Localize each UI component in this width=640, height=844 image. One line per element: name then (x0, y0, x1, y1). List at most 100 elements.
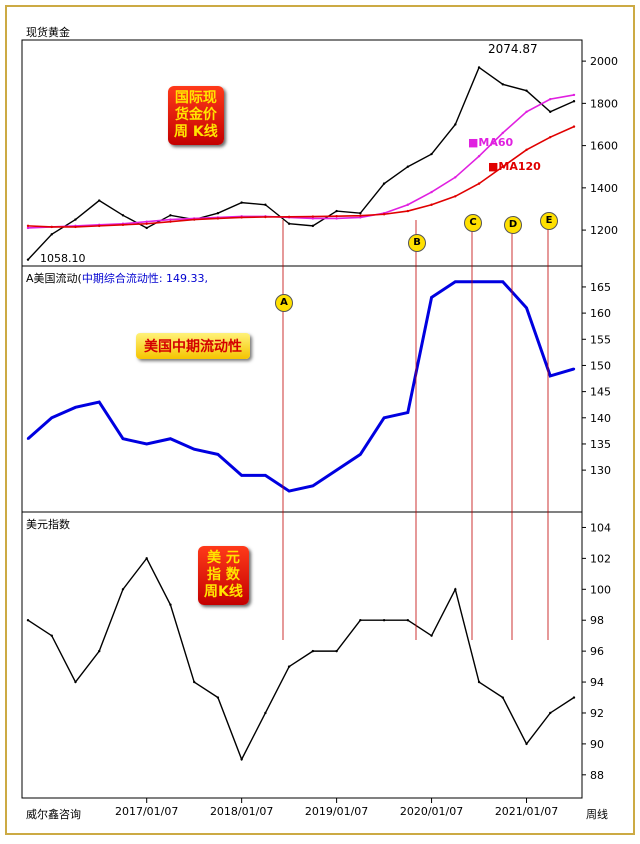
data-point (121, 223, 125, 227)
data-point (311, 215, 315, 218)
panel-frame (21, 511, 583, 799)
data-point (264, 215, 267, 219)
data-point (406, 619, 410, 622)
panel-frame (21, 39, 583, 267)
y-tick-label: 96 (590, 645, 604, 658)
marker-a: A (275, 294, 293, 312)
data-point (216, 217, 220, 220)
data-point (430, 203, 433, 206)
data-point (549, 97, 552, 101)
dxy-callout: 美 元 指 数 周K线 (198, 546, 249, 605)
gold-callout-line: 周 K线 (174, 124, 218, 140)
data-point (406, 209, 410, 213)
series-line (27, 557, 575, 762)
data-point (572, 367, 576, 371)
data-point (98, 400, 101, 404)
data-point (335, 468, 338, 472)
liquidity-callout: 美国中期流动性 (136, 333, 250, 359)
data-point (335, 649, 338, 653)
data-point (74, 225, 77, 229)
data-point (264, 203, 267, 206)
data-point (454, 176, 457, 179)
y-tick-label: 94 (590, 676, 604, 689)
y-tick-label: 104 (590, 521, 611, 534)
data-point (359, 214, 362, 217)
data-point (477, 66, 481, 69)
x-tick-label: 2020/01/07 (400, 805, 463, 818)
dxy-callout-line: 周K线 (204, 584, 243, 600)
data-point (359, 216, 362, 219)
y-tick-label: 2000 (590, 55, 618, 68)
data-point (169, 220, 172, 223)
data-point (145, 442, 148, 446)
data-point (549, 110, 552, 114)
data-point (26, 437, 30, 440)
data-point (26, 226, 30, 230)
data-point (454, 195, 457, 198)
data-point (454, 123, 457, 126)
data-point (382, 416, 386, 419)
series-line (27, 94, 575, 229)
ma60-label: ■MA60 (468, 136, 514, 149)
data-point (240, 758, 243, 761)
data-point (287, 222, 291, 225)
y-tick-label: 155 (590, 333, 611, 346)
data-point (525, 306, 528, 310)
data-point (454, 588, 457, 591)
data-point (382, 213, 386, 216)
data-point (145, 222, 148, 225)
data-point (264, 711, 267, 715)
data-point (525, 742, 528, 746)
data-point (525, 110, 528, 114)
gold-callout: 国际现 货金价 周 K线 (168, 86, 224, 145)
y-tick-label: 1600 (590, 140, 618, 153)
data-point (169, 214, 172, 217)
peak-label: 2074.87 (488, 42, 538, 56)
data-point (501, 280, 504, 283)
data-point (169, 218, 172, 221)
marker-e: E (540, 212, 558, 230)
liquidity-title-prefix: A美国流动( (26, 272, 82, 285)
y-tick-label: 165 (590, 281, 611, 294)
data-point (335, 214, 338, 218)
dxy-panel-title: 美元指数 (26, 518, 70, 531)
data-point (240, 201, 243, 204)
series-line (27, 66, 575, 261)
data-point (572, 100, 576, 103)
data-point (572, 696, 576, 699)
data-point (311, 224, 315, 228)
ma120-text: MA120 (498, 160, 541, 173)
data-point (50, 634, 53, 637)
data-point (145, 557, 148, 560)
y-tick-label: 100 (590, 583, 611, 596)
marker-d: D (504, 216, 522, 234)
data-point (26, 619, 30, 622)
series-line (27, 280, 575, 493)
x-tick-label: 2019/01/07 (305, 805, 368, 818)
data-point (264, 474, 267, 477)
data-point (216, 696, 220, 699)
data-point (311, 649, 315, 653)
data-point (477, 680, 481, 684)
liquidity-title-series: 中期综合流动性: 149.33, (81, 272, 209, 285)
data-point (50, 233, 53, 236)
data-point (169, 437, 172, 440)
marker-b: B (408, 234, 426, 252)
data-point (382, 182, 386, 185)
outer-border (5, 5, 635, 835)
y-tick-label: 140 (590, 412, 611, 425)
y-tick-label: 92 (590, 707, 604, 720)
y-tick-label: 1200 (590, 224, 618, 237)
footer-right: 周线 (586, 808, 608, 821)
data-point (549, 711, 552, 715)
data-point (287, 489, 291, 493)
data-point (74, 680, 77, 684)
data-point (74, 406, 77, 409)
data-point (216, 453, 220, 456)
data-point (74, 218, 77, 221)
data-point (50, 225, 53, 229)
data-point (572, 93, 576, 97)
data-point (192, 218, 196, 221)
series-line (27, 125, 575, 228)
